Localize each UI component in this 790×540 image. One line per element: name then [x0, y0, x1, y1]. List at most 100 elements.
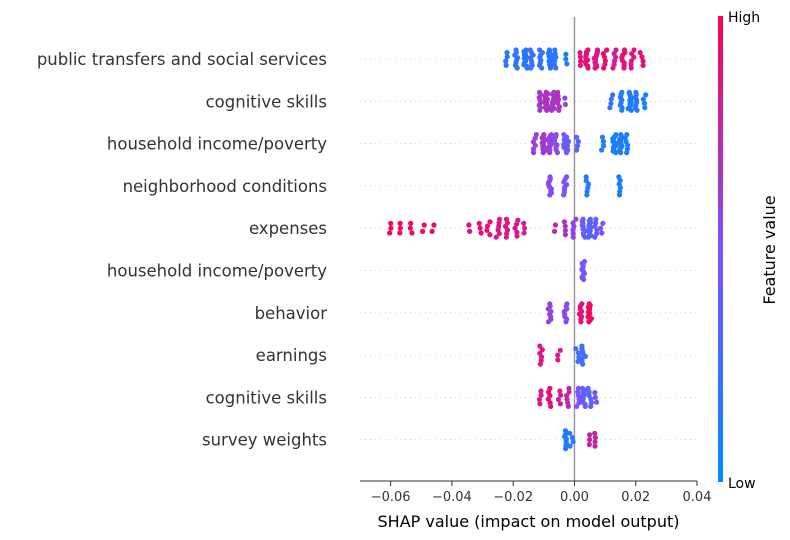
shap-point [640, 62, 646, 68]
shap-point [514, 229, 520, 235]
shap-point [598, 225, 604, 231]
shap-point [545, 319, 552, 325]
feature-label: earnings [256, 346, 327, 365]
shap-point [515, 217, 521, 223]
shap-point [421, 222, 427, 228]
shap-point [599, 147, 605, 153]
colorbar [718, 16, 723, 482]
shap-point [553, 65, 559, 71]
shap-point [577, 62, 583, 68]
shap-point [557, 401, 564, 407]
feature-label: cognitive skills [206, 388, 327, 407]
shap-point [521, 230, 527, 236]
shap-point [586, 319, 592, 325]
shap-point [388, 220, 394, 226]
shap-point [466, 222, 472, 228]
shap-point [514, 65, 520, 71]
x-tick-label: 0.00 [560, 490, 589, 505]
shap-point [503, 58, 509, 64]
shap-point [420, 228, 426, 234]
shap-point [570, 439, 576, 445]
shap-point [496, 231, 502, 237]
shap-point [610, 92, 616, 98]
shap-point [569, 434, 576, 441]
x-tick-label: −0.04 [432, 490, 472, 505]
shap-point [530, 150, 537, 156]
shap-point [575, 350, 581, 356]
shap-point [574, 143, 581, 149]
shap-point [539, 65, 545, 71]
colorbar-title: Feature value [760, 195, 779, 304]
shap-point [538, 392, 544, 398]
shap-point [573, 147, 580, 153]
shap-point [397, 230, 403, 236]
shap-point [592, 430, 598, 436]
shap-point [537, 401, 543, 407]
shap-point [586, 441, 592, 448]
shap-point [564, 143, 571, 149]
shap-point [588, 403, 594, 409]
shap-point [537, 107, 543, 113]
shap-point [493, 234, 499, 240]
shap-point [599, 230, 605, 236]
row-guides [360, 58, 697, 441]
shap-point [634, 107, 640, 113]
shap-point [562, 101, 569, 108]
colorbar-low-label: Low [728, 476, 756, 492]
feature-label: neighborhood conditions [123, 177, 327, 196]
shap-point [557, 347, 563, 353]
shap-point [600, 220, 606, 226]
shap-point [564, 61, 570, 67]
shap-point [601, 65, 607, 71]
shap-point [608, 96, 614, 102]
x-tick-label: −0.02 [493, 490, 533, 505]
shap-point [562, 223, 568, 229]
shap-point [570, 231, 576, 237]
shap-point [562, 227, 568, 233]
shap-point [409, 230, 415, 236]
shap-point [555, 357, 561, 363]
feature-label: expenses [249, 219, 327, 238]
shap-point [624, 150, 630, 156]
shap-point [388, 225, 394, 231]
shap-point [503, 234, 509, 240]
shap-point [407, 225, 413, 231]
points-layer [387, 47, 649, 452]
shap-point [563, 51, 569, 57]
shap-point [513, 221, 520, 227]
shap-point [504, 50, 510, 56]
shap-point [642, 105, 648, 111]
shap-point [578, 319, 584, 325]
shap-point [558, 392, 564, 398]
shap-point [557, 388, 563, 394]
shap-point [408, 220, 414, 226]
x-axis-title: SHAP value (impact on model output) [378, 512, 680, 531]
shap-point [554, 150, 561, 156]
shap-point [476, 220, 482, 226]
shap-point [628, 107, 634, 113]
shap-point [484, 227, 490, 233]
shap-point [621, 65, 627, 71]
shap-point [580, 361, 586, 367]
shap-point [565, 138, 572, 145]
shap-point [567, 443, 573, 449]
shap-point [555, 352, 561, 358]
shap-point [592, 65, 598, 71]
shap-point [577, 54, 583, 60]
shap-point [592, 390, 598, 396]
shap-point [581, 276, 587, 283]
shap-point [640, 96, 646, 102]
shap-point [608, 100, 614, 107]
feature-label: public transfers and social services [37, 50, 327, 69]
shap-point [619, 107, 625, 113]
shap-point [594, 399, 600, 405]
shap-point [592, 439, 598, 445]
shap-point [586, 389, 592, 395]
shap-point [573, 216, 579, 222]
shap-point [575, 138, 581, 145]
shap-point [431, 222, 437, 228]
shap-point [577, 50, 583, 56]
shap-point [538, 388, 544, 394]
shap-point [561, 192, 567, 198]
shap-point [429, 228, 435, 234]
